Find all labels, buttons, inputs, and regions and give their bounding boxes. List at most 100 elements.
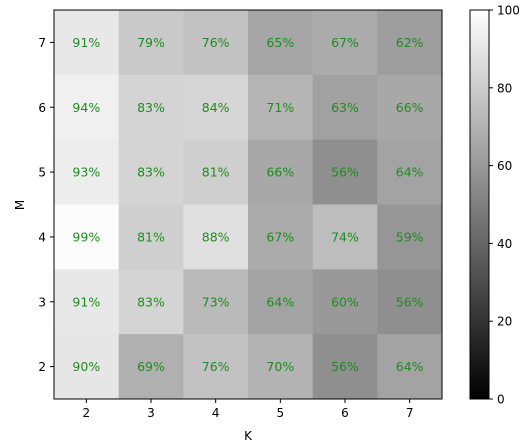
heatmap-cell — [118, 204, 184, 270]
colorbar-tick-label: 20 — [497, 315, 512, 329]
x-tick-label: 6 — [341, 406, 349, 420]
cell-value-label: 73% — [202, 294, 230, 309]
x-axis: 2 3 4 5 6 7 — [83, 399, 414, 420]
heatmap-cell — [312, 269, 378, 335]
x-tick-label: 7 — [406, 406, 414, 420]
cell-value-label: 84% — [202, 100, 230, 115]
heatmap-cell — [183, 10, 249, 76]
y-axis-label: M — [13, 200, 27, 210]
cell-value-label: 76% — [202, 35, 230, 50]
heatmap-cell — [377, 269, 443, 335]
heatmap-cell — [118, 10, 184, 76]
cell-value-label: 79% — [137, 35, 165, 50]
cell-value-label: 76% — [202, 359, 230, 374]
y-tick-label: 3 — [38, 295, 46, 309]
cell-value-label: 65% — [266, 35, 294, 50]
cell-value-label: 63% — [331, 100, 359, 115]
plot-frame — [53, 9, 443, 400]
heatmap-cell — [377, 334, 443, 400]
x-tick-label: 5 — [277, 406, 285, 420]
heatmap-cell — [183, 139, 249, 205]
heatmap-cell — [183, 74, 249, 141]
heatmap-cell — [377, 139, 443, 205]
x-tick-label: 3 — [147, 406, 155, 420]
cell-value-label: 66% — [396, 100, 424, 115]
heatmap-cell — [183, 334, 249, 400]
heatmap-cell — [118, 334, 184, 400]
cell-value-label: 60% — [331, 294, 359, 309]
heatmap-cell — [54, 74, 120, 141]
heatmap-cell — [118, 269, 184, 335]
heatmap-cell — [312, 334, 378, 400]
cell-value-label: 93% — [72, 165, 100, 180]
y-tick-label: 7 — [38, 36, 46, 50]
cell-value-label: 59% — [396, 229, 424, 244]
y-tick-label: 4 — [38, 230, 46, 244]
x-axis-label: K — [244, 429, 253, 443]
y-tick-label: 6 — [38, 101, 46, 115]
y-axis: 7 6 5 4 3 2 — [38, 36, 54, 374]
cell-value-label: 56% — [396, 294, 424, 309]
cell-value-label: 64% — [396, 165, 424, 180]
heatmap-cell — [118, 74, 184, 141]
cell-value-label: 74% — [331, 229, 359, 244]
heatmap-cell — [54, 10, 120, 76]
heatmap-cell — [118, 139, 184, 205]
heatmap-cell — [183, 269, 249, 335]
colorbar: 0 20 40 60 80 100 — [469, 4, 520, 407]
x-tick-label: 2 — [83, 406, 91, 420]
heatmap-cell — [54, 334, 120, 400]
heatmap-cell — [54, 204, 120, 270]
cell-value-label: 67% — [266, 229, 294, 244]
cell-value-label: 83% — [137, 100, 165, 115]
heatmap-cell — [248, 74, 314, 141]
cell-value-label: 91% — [72, 35, 100, 50]
heatmap-cell — [312, 139, 378, 205]
cell-value-label: 64% — [396, 359, 424, 374]
colorbar-ticks: 0 20 40 60 80 100 — [489, 4, 520, 407]
heatmap-cell — [312, 204, 378, 270]
heatmap-cell — [248, 334, 314, 400]
colorbar-tick-label: 100 — [497, 4, 520, 18]
colorbar-gradient — [469, 9, 490, 400]
colorbar-tick-label: 80 — [497, 81, 512, 95]
heatmap-cell — [377, 204, 443, 270]
cell-value-label: 88% — [202, 229, 230, 244]
cell-value-label: 83% — [137, 294, 165, 309]
y-tick-label: 2 — [38, 360, 46, 374]
cell-value-label: 64% — [266, 294, 294, 309]
cell-value-label: 62% — [396, 35, 424, 50]
cell-value-label: 91% — [72, 294, 100, 309]
cell-value-label: 94% — [72, 100, 100, 115]
cell-value-label: 56% — [331, 165, 359, 180]
cell-value-label: 66% — [266, 165, 294, 180]
heatmap-cell — [248, 204, 314, 270]
cell-value-label: 90% — [72, 359, 100, 374]
cell-value-label: 69% — [137, 359, 165, 374]
cell-value-label: 81% — [137, 229, 165, 244]
cell-value-label: 56% — [331, 359, 359, 374]
heatmap-cell — [377, 74, 443, 141]
colorbar-tick-label: 40 — [497, 237, 512, 251]
cell-value-label: 67% — [331, 35, 359, 50]
cell-value-label: 81% — [202, 165, 230, 180]
cell-value-label: 71% — [266, 100, 294, 115]
cell-value-label: 99% — [72, 229, 100, 244]
heatmap-cell — [54, 139, 120, 205]
heatmap-cell — [248, 269, 314, 335]
heatmap-cell — [183, 204, 249, 270]
cell-value-label: 70% — [266, 359, 294, 374]
heatmap-cells: 91% 79% 76% 65% 67% 62% 94% 83% 84% 71% 63% 66% 93% 8… — [54, 10, 443, 400]
heatmap-cell — [377, 10, 443, 76]
heatmap-cell — [312, 74, 378, 141]
colorbar-tick-label: 0 — [497, 393, 505, 407]
heatmap-cell — [248, 139, 314, 205]
x-tick-label: 4 — [212, 406, 220, 420]
heatmap-cell — [312, 10, 378, 76]
heatmap-cell — [248, 10, 314, 76]
colorbar-tick-label: 60 — [497, 159, 512, 173]
y-tick-label: 5 — [38, 166, 46, 180]
cell-value-label: 83% — [137, 165, 165, 180]
heatmap-cell — [54, 269, 120, 335]
